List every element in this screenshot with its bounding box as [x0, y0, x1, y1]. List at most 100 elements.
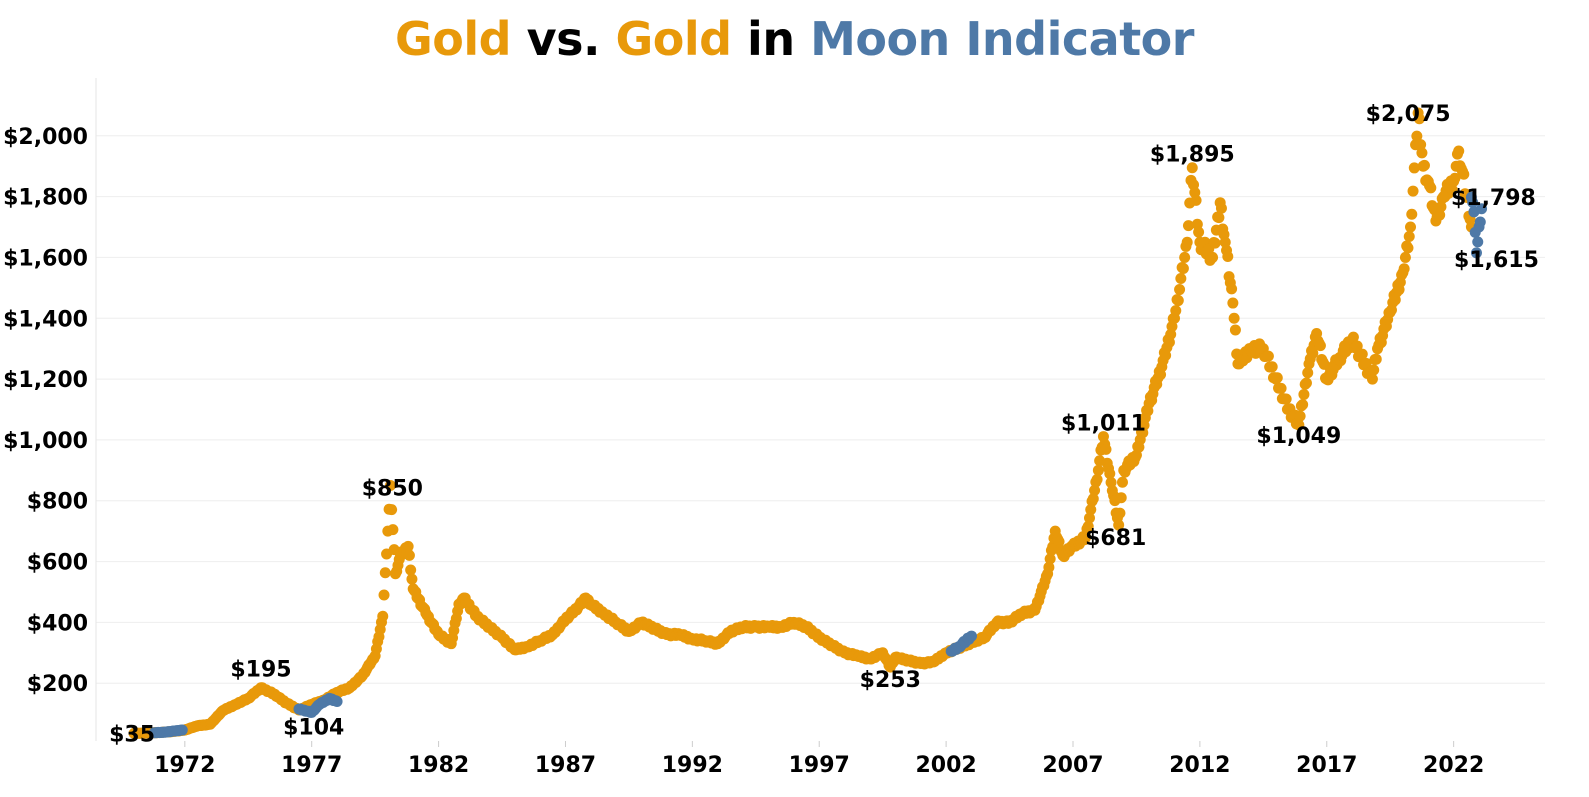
data-point — [403, 549, 415, 561]
annotations: $35 $195 $104 $850 $253 $681 $1,011 $1,895 $1,04… — [109, 102, 1539, 747]
x-tick-label: 1987 — [535, 753, 596, 778]
data-point — [1275, 382, 1287, 394]
data-point — [1403, 231, 1415, 243]
y-tick-label: $1,000 — [3, 429, 88, 454]
x-tick-label: 2017 — [1296, 753, 1357, 778]
data-point — [1297, 399, 1309, 411]
chart-title: Gold vs. Gold in Moon Indicator — [0, 12, 1589, 66]
data-point — [1453, 145, 1465, 157]
x-tick-label: 2007 — [1042, 753, 1103, 778]
data-point — [1215, 202, 1227, 214]
data-point — [1190, 194, 1202, 206]
title-part: Gold — [395, 12, 512, 66]
data-point — [1458, 168, 1470, 180]
data-point — [1351, 340, 1363, 352]
data-point — [1368, 364, 1380, 376]
data-point — [965, 630, 977, 642]
data-point — [1298, 388, 1310, 400]
data-point — [1416, 147, 1428, 159]
data-point — [1100, 443, 1112, 455]
data-point — [1408, 162, 1420, 174]
data-point — [1182, 220, 1194, 232]
data-label: $2,075 — [1366, 102, 1451, 127]
title-part: vs. — [511, 12, 616, 66]
data-point — [1474, 216, 1486, 228]
title-part: Moon Indicator — [810, 12, 1194, 66]
data-point — [1179, 251, 1191, 263]
y-tick-label: $2,000 — [3, 125, 88, 150]
data-point — [1226, 283, 1238, 295]
y-tick-label: $1,200 — [3, 368, 88, 393]
data-point — [1280, 393, 1292, 405]
data-point — [1406, 208, 1418, 220]
x-tick-label: 2022 — [1423, 753, 1484, 778]
data-point — [1089, 484, 1101, 496]
data-point — [384, 480, 396, 492]
x-tick-label: 2012 — [1169, 753, 1230, 778]
x-tick-label: 1997 — [789, 753, 850, 778]
data-point — [1114, 507, 1126, 519]
data-point — [1113, 519, 1125, 531]
x-tick-label: 1977 — [281, 753, 342, 778]
data-point — [1449, 172, 1461, 184]
data-label: $253 — [860, 668, 921, 693]
data-point — [1104, 468, 1116, 480]
data-label: $681 — [1085, 526, 1146, 551]
data-point — [1435, 201, 1447, 213]
data-point — [1044, 553, 1056, 565]
data-point — [1360, 357, 1372, 369]
data-point — [1087, 493, 1099, 505]
data-point — [1186, 162, 1198, 174]
data-point — [1411, 130, 1423, 142]
y-tick-label: $200 — [27, 672, 88, 697]
data-point — [1083, 512, 1095, 524]
data-point — [1370, 353, 1382, 365]
data-point — [1213, 212, 1225, 224]
data-label: $195 — [230, 658, 291, 683]
data-label: $850 — [362, 477, 423, 502]
x-tick-label: 1972 — [154, 753, 215, 778]
data-label: $1,798 — [1451, 186, 1536, 211]
data-label: $104 — [283, 715, 344, 740]
data-point — [1366, 373, 1378, 385]
data-point — [1227, 297, 1239, 309]
x-tick-label: 1982 — [408, 753, 469, 778]
data-point — [1219, 236, 1231, 248]
data-point — [1222, 250, 1234, 262]
data-point — [1472, 236, 1484, 248]
data-point — [1307, 347, 1319, 359]
data-label: $1,049 — [1256, 424, 1341, 449]
data-point — [1293, 419, 1305, 431]
data-point — [1229, 324, 1241, 336]
data-point — [1425, 182, 1437, 194]
data-point — [1082, 520, 1094, 532]
data-point — [1181, 236, 1193, 248]
data-point — [1262, 350, 1274, 362]
data-point — [1418, 159, 1430, 171]
data-point — [1175, 273, 1187, 285]
data-point — [1080, 531, 1092, 543]
data-point — [402, 540, 414, 552]
data-point — [1476, 203, 1488, 215]
data-point — [377, 610, 389, 622]
title-part: Gold — [615, 12, 732, 66]
data-point — [1407, 185, 1419, 197]
data-point — [1415, 139, 1427, 151]
data-point — [1091, 473, 1103, 485]
data-point — [1193, 226, 1205, 238]
data-point — [1399, 251, 1411, 263]
y-tick-label: $400 — [27, 611, 88, 636]
data-point — [1402, 242, 1414, 254]
data-point — [1053, 536, 1065, 548]
data-point — [1302, 367, 1314, 379]
data-point — [1228, 312, 1240, 324]
data-point — [1207, 251, 1219, 263]
data-point — [378, 589, 390, 601]
y-tick-label: $1,800 — [3, 186, 88, 211]
data-point — [387, 524, 399, 536]
data-point — [1347, 331, 1359, 343]
data-point — [1116, 476, 1128, 488]
data-point — [1092, 464, 1104, 476]
y-tick-label: $600 — [27, 551, 88, 576]
